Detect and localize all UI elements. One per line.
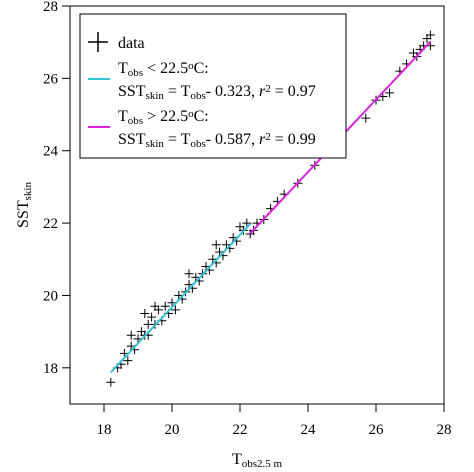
text-run: obs xyxy=(128,115,143,127)
text-run: obs xyxy=(128,67,143,79)
rich-text: data xyxy=(118,35,145,52)
legend-box xyxy=(79,13,347,159)
data-point xyxy=(147,312,157,322)
text-run: = 0.97 xyxy=(271,83,316,100)
text-run: skin xyxy=(146,138,165,150)
fit-line xyxy=(110,223,251,373)
text-run: - 0.587, xyxy=(206,131,259,148)
rich-text: SSTskin xyxy=(15,182,34,228)
text-run: C: xyxy=(194,60,209,77)
text-run: o xyxy=(188,108,194,120)
data-point xyxy=(160,301,170,311)
rich-text: SSTskin = Tobs- 0.323, r2 = 0.97 xyxy=(118,83,316,102)
y-tick-label: 24 xyxy=(43,144,59,160)
x-tick-label: 20 xyxy=(165,422,180,438)
text-run: < 22.5 xyxy=(143,60,188,77)
text-run: obs xyxy=(190,90,205,102)
text-run: - 0.323, xyxy=(206,83,259,100)
y-tick-label: 28 xyxy=(43,0,58,15)
text-run: T xyxy=(118,60,128,77)
y-tick-label: 20 xyxy=(43,288,58,304)
text-run: SST xyxy=(118,83,146,100)
text-run: = 0.99 xyxy=(271,131,316,148)
text-run: o xyxy=(188,60,194,72)
x-tick-label: 28 xyxy=(437,422,452,438)
text-run: T xyxy=(232,451,242,468)
rich-text: Tobs > 22.5oC: xyxy=(118,108,209,127)
rich-text: Tobs2.5 m xyxy=(232,451,283,470)
rich-text: Tobs < 22.5oC: xyxy=(118,60,209,79)
data-point xyxy=(211,240,221,250)
x-tick-label: 24 xyxy=(301,422,317,438)
text-run: T xyxy=(118,108,128,125)
text-run: > 22.5 xyxy=(143,108,188,125)
data-point xyxy=(126,330,136,340)
legend-marker xyxy=(88,32,108,52)
text-run: C: xyxy=(194,108,209,125)
data-point xyxy=(140,309,150,319)
plot-frame xyxy=(69,5,445,405)
text-run: data xyxy=(118,35,145,52)
data-point xyxy=(184,269,194,279)
text-run: obs xyxy=(190,138,205,150)
text-run: skin xyxy=(22,182,34,201)
data-point xyxy=(170,305,180,315)
rich-text: SSTskin = Tobs- 0.587, r2 = 0.99 xyxy=(118,131,316,150)
x-tick-label: 26 xyxy=(369,422,385,438)
text-run: r xyxy=(259,131,266,148)
text-run: obs2.5 m xyxy=(242,458,283,470)
y-tick-label: 22 xyxy=(43,216,58,232)
text-run: r xyxy=(259,83,266,100)
data-point xyxy=(361,113,371,123)
text-run: 2 xyxy=(265,83,271,95)
data-point xyxy=(106,377,116,387)
y-tick-label: 26 xyxy=(43,71,59,87)
text-run: skin xyxy=(146,90,165,102)
text-run: = T xyxy=(164,131,191,148)
data-point xyxy=(385,88,395,98)
data-point xyxy=(153,305,163,315)
x-tick-label: 22 xyxy=(233,422,248,438)
y-tick-label: 18 xyxy=(43,361,58,377)
text-run: = T xyxy=(164,83,191,100)
data-point xyxy=(123,356,133,366)
text-run: SST xyxy=(15,200,32,228)
x-tick-label: 18 xyxy=(97,422,112,438)
data-point xyxy=(425,30,435,40)
text-run: 2 xyxy=(265,131,271,143)
text-run: SST xyxy=(118,131,146,148)
